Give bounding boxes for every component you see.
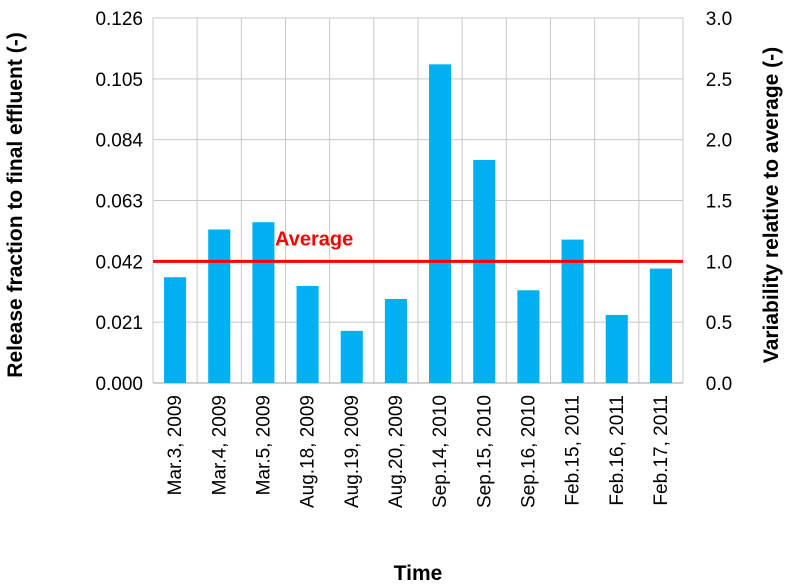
y-tick-label: 0.021 <box>95 313 143 334</box>
y-tick-label: 0.042 <box>95 252 143 273</box>
bar <box>164 277 187 383</box>
x-tick-label: Aug.18, 2009 <box>298 395 319 508</box>
x-axis-ticks: Mar.3, 2009 Mar.4, 2009 Mar.5, 2009 Aug.18,… <box>165 395 672 508</box>
bar <box>429 64 452 383</box>
y-axis-ticks: 0.000 0.021 0.042 0.063 0.084 0.105 0.126 <box>95 9 143 395</box>
average-line-group: Average <box>153 228 683 263</box>
x-tick-label: Mar.4, 2009 <box>209 395 230 495</box>
bar <box>296 285 319 383</box>
y2-tick-label: 2.0 <box>706 131 732 152</box>
x-tick-label: Sep.15, 2010 <box>474 395 495 508</box>
average-label: Average <box>275 228 353 250</box>
y-tick-label: 0.000 <box>95 374 143 395</box>
y-tick-label: 0.084 <box>95 131 143 152</box>
bars <box>164 64 672 383</box>
y2-tick-label: 0.5 <box>706 313 732 334</box>
x-tick-label: Sep.16, 2010 <box>518 395 539 508</box>
y-axis-title: Release fraction to final effluent (-) <box>4 32 27 377</box>
y2-tick-label: 1.0 <box>706 252 732 273</box>
bar <box>649 268 672 383</box>
y-tick-label: 0.063 <box>95 192 143 213</box>
x-axis-title: Time <box>394 562 443 585</box>
y2-tick-label: 3.0 <box>706 9 732 30</box>
bar <box>208 229 231 383</box>
y-tick-label: 0.105 <box>95 70 143 91</box>
bar <box>473 159 496 383</box>
y2-tick-label: 1.5 <box>706 192 732 213</box>
x-tick-label: Aug.19, 2009 <box>342 395 363 508</box>
y2-tick-label: 2.5 <box>706 70 732 91</box>
bar <box>605 314 628 383</box>
x-tick-label: Mar.3, 2009 <box>165 395 186 495</box>
x-tick-label: Aug.20, 2009 <box>386 395 407 508</box>
bar <box>384 298 407 383</box>
x-tick-label: Sep.14, 2010 <box>430 395 451 508</box>
y2-axis-ticks: 0.0 0.5 1.0 1.5 2.0 2.5 3.0 <box>706 9 732 395</box>
bar <box>517 290 540 383</box>
x-tick-label: Mar.5, 2009 <box>253 395 274 495</box>
grid <box>152 17 684 384</box>
x-tick-label: Feb.16, 2011 <box>607 395 628 506</box>
x-tick-label: Feb.15, 2011 <box>563 395 584 506</box>
x-tick-label: Feb.17, 2011 <box>651 395 672 506</box>
bar <box>561 239 584 383</box>
y-tick-label: 0.126 <box>95 9 143 30</box>
bar <box>252 222 275 383</box>
y2-axis-title: Variability relative to average (-) <box>760 47 783 363</box>
y2-tick-label: 0.0 <box>706 374 732 395</box>
bar <box>340 330 363 383</box>
